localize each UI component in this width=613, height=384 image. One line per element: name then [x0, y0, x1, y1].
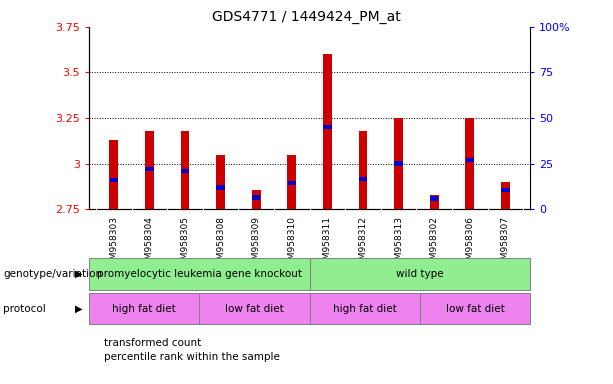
Text: genotype/variation: genotype/variation — [3, 269, 102, 279]
Text: GSM958309: GSM958309 — [252, 217, 261, 271]
Bar — [430, 195, 438, 209]
Bar — [501, 188, 509, 192]
Bar — [310, 293, 420, 324]
Bar — [359, 177, 367, 182]
Bar — [199, 293, 310, 324]
Text: GSM958311: GSM958311 — [323, 217, 332, 271]
Text: low fat diet: low fat diet — [225, 304, 284, 314]
Text: GSM958307: GSM958307 — [501, 217, 510, 271]
Bar — [181, 131, 189, 209]
Bar — [323, 54, 332, 209]
Bar — [310, 258, 530, 290]
Text: low fat diet: low fat diet — [446, 304, 504, 314]
Bar — [252, 190, 261, 209]
Bar — [394, 118, 403, 209]
Text: GDS4771 / 1449424_PM_at: GDS4771 / 1449424_PM_at — [212, 10, 401, 23]
Bar — [465, 158, 474, 162]
Bar — [465, 118, 474, 209]
Text: transformed count: transformed count — [104, 338, 202, 348]
Bar — [501, 182, 510, 209]
Bar — [110, 178, 118, 182]
Text: GSM958304: GSM958304 — [145, 217, 154, 271]
Bar — [216, 185, 225, 190]
Bar — [394, 161, 403, 166]
Bar — [430, 196, 438, 200]
Text: GSM958306: GSM958306 — [465, 217, 474, 271]
Bar — [420, 293, 530, 324]
Bar — [145, 131, 154, 209]
Bar — [181, 169, 189, 173]
Text: promyelocytic leukemia gene knockout: promyelocytic leukemia gene knockout — [97, 269, 302, 279]
Bar — [252, 195, 261, 200]
Bar — [287, 180, 296, 185]
Text: GSM958302: GSM958302 — [430, 217, 439, 271]
Bar — [89, 258, 310, 290]
Bar — [109, 140, 118, 209]
Text: GSM958308: GSM958308 — [216, 217, 225, 271]
Text: GSM958313: GSM958313 — [394, 217, 403, 271]
Text: high fat diet: high fat diet — [112, 304, 176, 314]
Text: ▶: ▶ — [75, 269, 83, 279]
Text: protocol: protocol — [3, 304, 46, 314]
Bar — [216, 155, 225, 209]
Bar — [323, 125, 332, 129]
Text: GSM958303: GSM958303 — [109, 217, 118, 271]
Text: ▶: ▶ — [75, 304, 83, 314]
Bar — [287, 155, 296, 209]
Bar — [89, 293, 199, 324]
Text: GSM958312: GSM958312 — [359, 217, 367, 271]
Bar — [145, 167, 154, 171]
Text: GSM958305: GSM958305 — [180, 217, 189, 271]
Text: GSM958310: GSM958310 — [287, 217, 296, 271]
Bar — [359, 131, 367, 209]
Text: wild type: wild type — [396, 269, 444, 279]
Text: percentile rank within the sample: percentile rank within the sample — [104, 352, 280, 362]
Text: high fat diet: high fat diet — [333, 304, 397, 314]
